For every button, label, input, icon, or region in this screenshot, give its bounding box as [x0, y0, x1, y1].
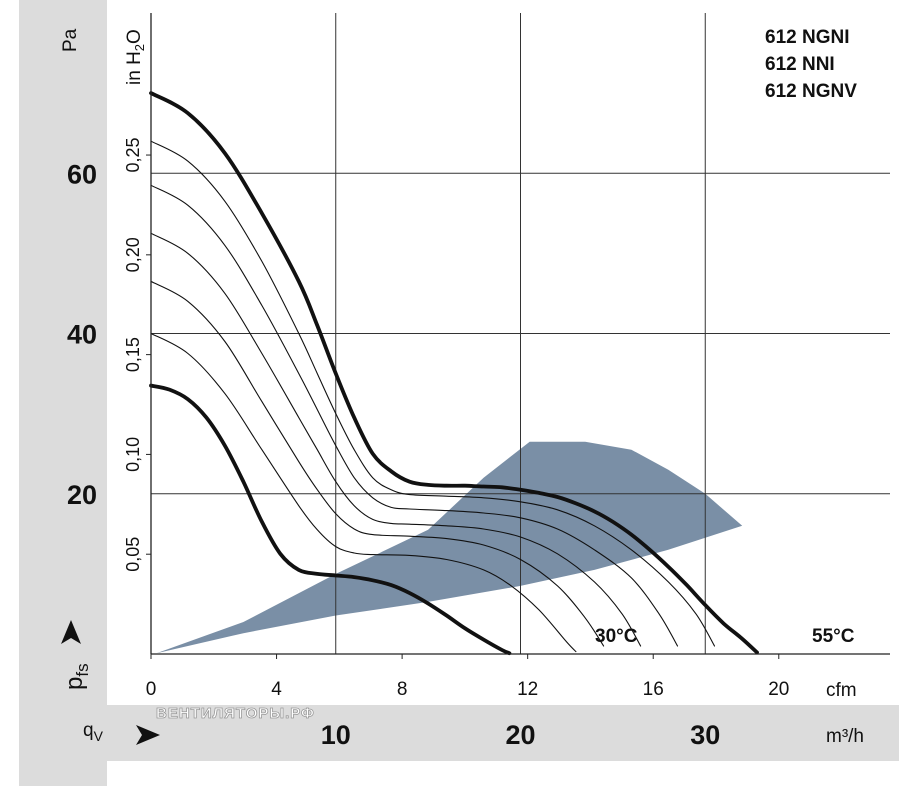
x-tick-m3h-30: 30 [690, 720, 720, 750]
x-tick-cfm-16: 16 [643, 679, 664, 700]
legend-item-612-ngni: 612 NGNI [765, 27, 849, 48]
annotation-30c: 30°C [595, 626, 638, 647]
x-tick-m3h-20: 20 [505, 720, 535, 750]
operating-region [156, 441, 743, 654]
legend-item-612-ngnv: 612 NGNV [765, 81, 857, 102]
x-ticks-m3h: 10 20 30 [321, 720, 721, 750]
annotation-55c: 55°C [812, 626, 855, 647]
y-ticks-pa: 20 40 60 [67, 159, 97, 510]
left-label-band [19, 0, 107, 786]
y-tick-pa-20: 20 [67, 480, 97, 510]
series-curve-4 [150, 232, 642, 647]
x-tick-cfm-0: 0 [146, 679, 157, 700]
y-label-inh2o: in H2O [124, 29, 147, 85]
y-tick-inh2o-0,25: 0,25 [123, 137, 143, 172]
y-tick-pa-60: 60 [67, 159, 97, 189]
y-label-pa: Pa [60, 28, 81, 52]
series-curve-6 [150, 332, 577, 653]
series-curve-7 [149, 383, 512, 656]
y-tick-inh2o-0,20: 0,20 [123, 237, 143, 272]
svg-text:pfs: pfs [61, 663, 92, 690]
series-curve-3 [150, 184, 679, 647]
x-ticks-cfm: 0 4 8 12 16 20 [146, 654, 789, 700]
y-arrow-icon [61, 620, 81, 644]
y-tick-inh2o-0,05: 0,05 [123, 537, 143, 572]
series-curve-1 [149, 91, 759, 655]
legend-item-612-nni: 612 NNI [765, 54, 835, 75]
y-symbol: pfs [61, 663, 92, 690]
legend: 612 NGNI 612 NNI 612 NGNV [765, 27, 857, 102]
watermark-text: ВЕНТИЛЯТОРЫ.РФ [156, 705, 315, 722]
grid-lines [151, 13, 890, 654]
x-label-m3h: m³/h [826, 726, 864, 747]
y-tick-inh2o-0,10: 0,10 [123, 437, 143, 472]
series-curve-2 [150, 140, 716, 647]
y-tick-pa-40: 40 [67, 320, 97, 350]
operating-region-group [156, 441, 743, 654]
x-tick-m3h-10: 10 [321, 720, 351, 750]
bottom-label-band [19, 705, 899, 761]
y-tick-inh2o-0,15: 0,15 [123, 337, 143, 372]
x-tick-cfm-4: 4 [271, 679, 282, 700]
series-curve-5 [150, 280, 605, 647]
x-symbol: qV [83, 720, 104, 744]
series-curves [149, 91, 759, 656]
x-arrow-icon [136, 725, 160, 745]
y-ticks-inh2o: 0,05 0,10 0,15 0,20 0,25 [123, 137, 151, 572]
x-label-cfm: cfm [826, 680, 857, 701]
x-tick-cfm-8: 8 [397, 679, 408, 700]
x-tick-cfm-12: 12 [517, 679, 538, 700]
x-tick-cfm-20: 20 [768, 679, 789, 700]
